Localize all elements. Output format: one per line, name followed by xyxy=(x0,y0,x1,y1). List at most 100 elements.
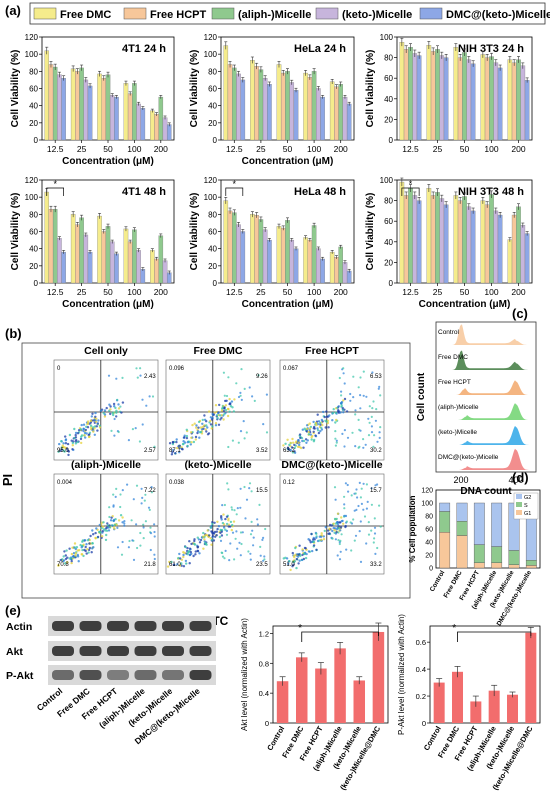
event-dot xyxy=(223,557,226,560)
event-dot xyxy=(354,445,357,448)
event-dot xyxy=(258,503,261,506)
event-dot xyxy=(183,434,186,437)
event-dot xyxy=(297,441,300,444)
event-dot xyxy=(231,406,234,409)
bar xyxy=(267,239,272,284)
row-label: Free DMC xyxy=(438,354,468,361)
viability-charts: 0 20 40 60 80 100 120 4T1 24 h Cell Viability (%… xyxy=(10,33,533,310)
event-dot xyxy=(346,483,349,487)
event-dot xyxy=(349,399,352,402)
event-dot xyxy=(101,535,104,538)
legend-box xyxy=(29,2,546,25)
axes-frame xyxy=(272,625,389,724)
event-dot xyxy=(354,534,358,537)
blot-band xyxy=(134,621,157,631)
bar xyxy=(493,210,499,284)
event-dot xyxy=(315,423,318,427)
event-dot xyxy=(303,546,307,550)
event-dot xyxy=(193,538,196,541)
bar xyxy=(315,668,327,723)
event-dot xyxy=(142,523,145,526)
event-dot xyxy=(342,411,345,414)
event-dot xyxy=(340,533,343,536)
row-label: (keto-)Micelle xyxy=(438,429,477,436)
event-dot xyxy=(60,440,63,443)
event-dot xyxy=(239,391,242,394)
event-dot xyxy=(178,444,181,447)
event-dot xyxy=(89,424,93,427)
stacked-bar-segment xyxy=(473,544,485,563)
event-dot xyxy=(90,415,94,418)
legend-swatch xyxy=(315,7,339,20)
event-dot xyxy=(71,448,74,451)
event-dot xyxy=(230,528,233,532)
event-dot xyxy=(104,538,108,542)
event-dot xyxy=(211,534,215,538)
event-dot xyxy=(212,413,216,416)
event-dot xyxy=(217,525,221,528)
event-dot xyxy=(84,539,87,542)
event-dot xyxy=(299,446,303,450)
bar xyxy=(453,47,459,141)
bar xyxy=(236,224,241,284)
event-dot xyxy=(149,548,152,552)
event-dot xyxy=(238,541,241,544)
event-dot xyxy=(135,523,138,526)
y-tick-label: 80 xyxy=(208,67,217,76)
event-dot xyxy=(225,399,228,402)
y-tick-label: 100 xyxy=(380,176,394,185)
event-dot xyxy=(304,556,308,560)
event-dot xyxy=(84,428,88,432)
y-tick-label: 1.2 xyxy=(259,629,269,638)
event-dot xyxy=(84,545,87,549)
event-dot xyxy=(359,376,362,379)
event-dot xyxy=(370,415,373,418)
bar xyxy=(507,59,513,141)
event-dot xyxy=(261,538,264,542)
x-tick-label: 100 xyxy=(127,287,141,297)
event-dot xyxy=(182,440,185,443)
bar xyxy=(262,229,268,284)
event-dot xyxy=(204,541,207,545)
event-dot xyxy=(120,411,123,414)
event-dot xyxy=(185,562,188,565)
event-dot xyxy=(363,515,367,518)
y-axis-label: Cell Viability (%) xyxy=(10,193,21,271)
event-dot xyxy=(110,429,113,432)
q1-value: 0.067 xyxy=(283,366,299,372)
event-dot xyxy=(114,495,117,498)
event-dot xyxy=(231,531,235,534)
event-dot xyxy=(220,409,224,412)
bar xyxy=(154,114,159,141)
event-dot xyxy=(262,559,265,562)
bar xyxy=(439,198,445,284)
event-dot xyxy=(263,555,266,558)
event-dot xyxy=(315,536,318,539)
event-dot xyxy=(79,428,83,431)
event-dot xyxy=(370,425,373,428)
event-dot xyxy=(325,420,328,423)
event-dot xyxy=(376,546,379,550)
bar xyxy=(52,209,58,284)
event-dot xyxy=(92,426,95,429)
y-tick-label: 0 xyxy=(422,719,426,728)
event-dot xyxy=(338,376,341,380)
blot-band xyxy=(107,670,129,680)
event-dot xyxy=(170,453,174,456)
event-dot xyxy=(61,444,64,447)
y-tick-label: 0 xyxy=(429,566,433,573)
event-dot xyxy=(359,496,362,499)
y-axis-label: Cell Viability (%) xyxy=(10,50,21,128)
event-dot xyxy=(95,417,98,420)
event-dot xyxy=(149,526,152,529)
event-dot xyxy=(251,395,254,398)
event-dot xyxy=(144,493,147,496)
blot-band xyxy=(162,646,184,656)
y-tick-label: 0 xyxy=(265,719,269,728)
legend-label: (aliph-)Micelle xyxy=(238,9,311,21)
event-dot xyxy=(252,544,255,547)
bar xyxy=(480,200,486,284)
event-dot xyxy=(311,434,314,438)
event-dot xyxy=(343,514,346,517)
y-tick-label: 100 xyxy=(204,50,218,59)
